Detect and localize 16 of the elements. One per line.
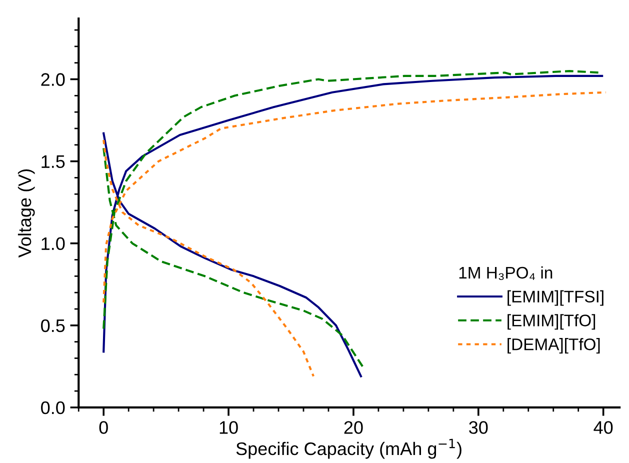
x-tick-label: 30	[469, 421, 488, 434]
y-axis-title: Voltage (V)	[18, 169, 35, 258]
y-tick-label: 1.0	[42, 237, 65, 250]
y-tick-label: 2.0	[41, 73, 65, 86]
legend-label: [EMIM][TFSI]	[508, 290, 604, 306]
legend-title: 1M H₃PO₄ in	[459, 266, 552, 280]
x-tick-label: 0	[99, 421, 108, 434]
x-tick-label: 20	[344, 421, 363, 434]
x-tick-label: 40	[594, 421, 613, 434]
legend-label: [EMIM][TfO]	[508, 314, 596, 330]
x-tick-label: 10	[220, 421, 238, 434]
y-tick-label: 0.0	[41, 401, 65, 414]
y-tick-label: 1.5	[42, 155, 65, 168]
y-tick-label: 0.5	[41, 319, 65, 332]
legend-label: [DEMA][TfO]	[508, 338, 600, 354]
x-axis-title: Specific Capacity (mAh g$^{−1}$)	[236, 438, 462, 459]
